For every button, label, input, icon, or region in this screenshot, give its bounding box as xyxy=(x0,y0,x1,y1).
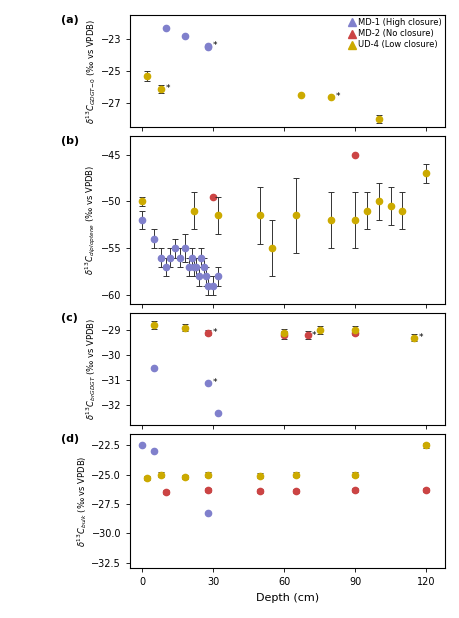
Text: *: * xyxy=(335,93,339,101)
Text: (b): (b) xyxy=(61,136,79,146)
Y-axis label: $\delta^{13}C_{diploptene}$ (‰ vs VPDB): $\delta^{13}C_{diploptene}$ (‰ vs VPDB) xyxy=(83,165,98,275)
Y-axis label: $\delta^{13}C_{bulk}$ (‰ vs VPDB): $\delta^{13}C_{bulk}$ (‰ vs VPDB) xyxy=(74,455,88,547)
Text: *: * xyxy=(212,378,217,387)
Text: *: * xyxy=(212,41,217,50)
Text: (c): (c) xyxy=(61,313,78,323)
Text: (a): (a) xyxy=(61,15,78,25)
X-axis label: Depth (cm): Depth (cm) xyxy=(256,593,319,603)
Y-axis label: $\delta^{13}C_{GDGT\mathrm{-}0}$ (‰ vs VPDB): $\delta^{13}C_{GDGT\mathrm{-}0}$ (‰ vs V… xyxy=(84,19,98,124)
Text: *: * xyxy=(165,85,169,93)
Y-axis label: $\delta^{13}C_{brGDGT}$ (‰ vs VPDB): $\delta^{13}C_{brGDGT}$ (‰ vs VPDB) xyxy=(84,318,98,420)
Text: (d): (d) xyxy=(61,433,79,444)
Text: *: * xyxy=(418,333,422,342)
Text: *: * xyxy=(212,328,217,337)
Text: *: * xyxy=(311,331,316,340)
Legend: MD-1 (High closure), MD-2 (No closure), UD-4 (Low closure): MD-1 (High closure), MD-2 (No closure), … xyxy=(347,17,442,51)
